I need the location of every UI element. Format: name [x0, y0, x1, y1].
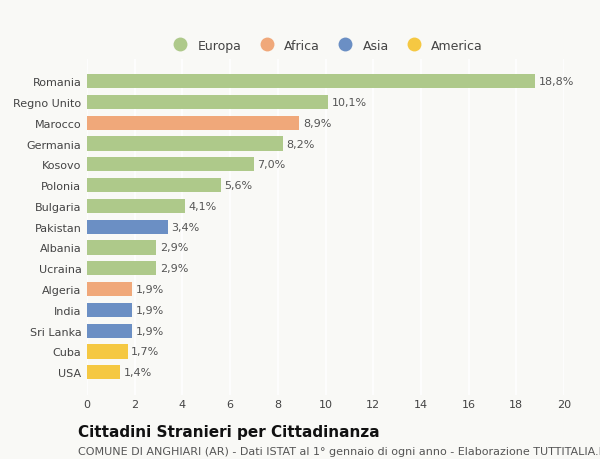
Bar: [87, 199, 185, 213]
Bar: [87, 303, 133, 317]
Bar: [87, 95, 328, 110]
Text: Cittadini Stranieri per Cittadinanza: Cittadini Stranieri per Cittadinanza: [78, 425, 380, 440]
Text: 10,1%: 10,1%: [331, 98, 367, 108]
Text: 7,0%: 7,0%: [257, 160, 286, 170]
Text: 1,7%: 1,7%: [131, 347, 160, 357]
Bar: [87, 75, 535, 89]
Text: 1,9%: 1,9%: [136, 326, 164, 336]
Text: COMUNE DI ANGHIARI (AR) - Dati ISTAT al 1° gennaio di ogni anno - Elaborazione T: COMUNE DI ANGHIARI (AR) - Dati ISTAT al …: [78, 446, 600, 456]
Text: 1,9%: 1,9%: [136, 285, 164, 294]
Bar: [87, 241, 156, 255]
Text: 8,9%: 8,9%: [303, 118, 331, 129]
Text: 1,9%: 1,9%: [136, 305, 164, 315]
Bar: [87, 179, 221, 193]
Bar: [87, 158, 254, 172]
Bar: [87, 345, 128, 359]
Text: 2,9%: 2,9%: [160, 264, 188, 274]
Bar: [87, 117, 299, 130]
Legend: Europa, Africa, Asia, America: Europa, Africa, Asia, America: [164, 36, 487, 56]
Bar: [87, 282, 133, 297]
Text: 4,1%: 4,1%: [188, 202, 217, 212]
Bar: [87, 262, 156, 276]
Text: 3,4%: 3,4%: [172, 222, 200, 232]
Bar: [87, 324, 133, 338]
Text: 5,6%: 5,6%: [224, 181, 252, 190]
Bar: [87, 365, 121, 380]
Text: 2,9%: 2,9%: [160, 243, 188, 253]
Text: 1,4%: 1,4%: [124, 368, 152, 377]
Text: 18,8%: 18,8%: [539, 77, 574, 87]
Text: 8,2%: 8,2%: [286, 139, 314, 149]
Bar: [87, 137, 283, 151]
Bar: [87, 220, 168, 234]
